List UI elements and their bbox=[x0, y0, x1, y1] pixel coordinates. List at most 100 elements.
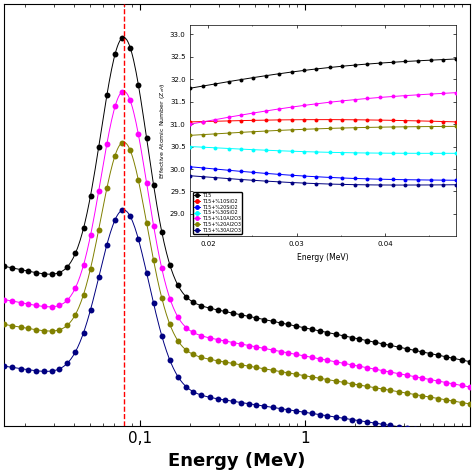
Point bbox=[364, 364, 371, 372]
X-axis label: Energy (MeV): Energy (MeV) bbox=[168, 452, 306, 470]
Point bbox=[166, 321, 173, 328]
Point bbox=[403, 424, 410, 432]
Point bbox=[206, 356, 213, 363]
Point bbox=[127, 44, 134, 51]
Point bbox=[24, 325, 31, 332]
Point bbox=[174, 282, 182, 289]
Point bbox=[158, 332, 165, 339]
Point bbox=[118, 139, 126, 146]
Point bbox=[64, 297, 71, 304]
Point bbox=[380, 385, 387, 393]
Point bbox=[269, 403, 276, 411]
Point bbox=[0, 320, 8, 328]
Point bbox=[277, 368, 284, 375]
Point bbox=[214, 395, 221, 402]
Point bbox=[9, 297, 16, 305]
Point bbox=[221, 396, 228, 404]
Point bbox=[143, 179, 150, 187]
Point bbox=[340, 415, 347, 422]
Point bbox=[355, 417, 363, 424]
Point bbox=[301, 324, 308, 331]
Point bbox=[118, 207, 126, 214]
Point bbox=[55, 365, 63, 373]
Point bbox=[411, 391, 419, 398]
Point bbox=[32, 301, 39, 309]
Point bbox=[80, 291, 87, 298]
Point bbox=[24, 366, 31, 374]
Point bbox=[9, 364, 16, 371]
Point bbox=[269, 346, 276, 354]
Point bbox=[340, 379, 347, 386]
Point bbox=[72, 284, 79, 292]
Point bbox=[426, 350, 434, 357]
Point bbox=[418, 374, 426, 382]
Point bbox=[317, 355, 324, 363]
Point bbox=[111, 103, 119, 110]
Point bbox=[198, 302, 205, 310]
Point bbox=[317, 327, 324, 335]
Point bbox=[246, 342, 253, 349]
Point bbox=[284, 369, 292, 377]
Point bbox=[458, 382, 465, 389]
Point bbox=[237, 340, 245, 348]
Point bbox=[64, 360, 71, 367]
Point bbox=[80, 329, 87, 337]
Point bbox=[277, 319, 284, 327]
Point bbox=[32, 269, 39, 276]
Point bbox=[269, 318, 276, 325]
Point bbox=[418, 348, 426, 356]
Point bbox=[221, 337, 228, 345]
Point bbox=[458, 433, 465, 440]
Point bbox=[292, 322, 300, 330]
Point bbox=[9, 322, 16, 329]
Point bbox=[64, 263, 71, 271]
Point bbox=[395, 370, 402, 377]
Point bbox=[418, 427, 426, 434]
Point bbox=[0, 296, 8, 303]
Point bbox=[80, 225, 87, 232]
Point bbox=[17, 266, 24, 273]
Point bbox=[435, 351, 442, 359]
Point bbox=[182, 383, 190, 391]
Point bbox=[48, 367, 56, 375]
Point bbox=[332, 330, 339, 338]
Point bbox=[261, 316, 268, 323]
Point bbox=[72, 348, 79, 356]
Point bbox=[450, 355, 457, 362]
Point bbox=[143, 269, 150, 276]
Point bbox=[9, 264, 16, 272]
Point bbox=[17, 323, 24, 331]
Point bbox=[127, 146, 134, 154]
Point bbox=[309, 354, 316, 361]
Point bbox=[190, 328, 197, 336]
Point bbox=[309, 410, 316, 417]
Point bbox=[269, 366, 276, 374]
Point bbox=[214, 357, 221, 365]
Point bbox=[395, 388, 402, 395]
Point bbox=[87, 192, 94, 200]
Point bbox=[443, 430, 450, 438]
Point bbox=[174, 313, 182, 321]
Point bbox=[450, 397, 457, 405]
Point bbox=[458, 356, 465, 364]
Point bbox=[435, 429, 442, 437]
Point bbox=[214, 306, 221, 314]
Point bbox=[40, 327, 48, 335]
Point bbox=[443, 353, 450, 361]
Point bbox=[150, 300, 157, 307]
Point bbox=[372, 419, 379, 427]
Point bbox=[190, 351, 197, 358]
Point bbox=[24, 300, 31, 308]
Point bbox=[55, 326, 63, 334]
Point bbox=[229, 360, 237, 367]
Point bbox=[229, 398, 237, 405]
Point bbox=[64, 321, 71, 329]
Point bbox=[466, 400, 474, 408]
Point bbox=[17, 299, 24, 306]
Point bbox=[332, 358, 339, 365]
Point bbox=[118, 88, 126, 96]
Point bbox=[72, 250, 79, 257]
Point bbox=[284, 320, 292, 328]
Point bbox=[221, 358, 228, 366]
Point bbox=[317, 374, 324, 382]
